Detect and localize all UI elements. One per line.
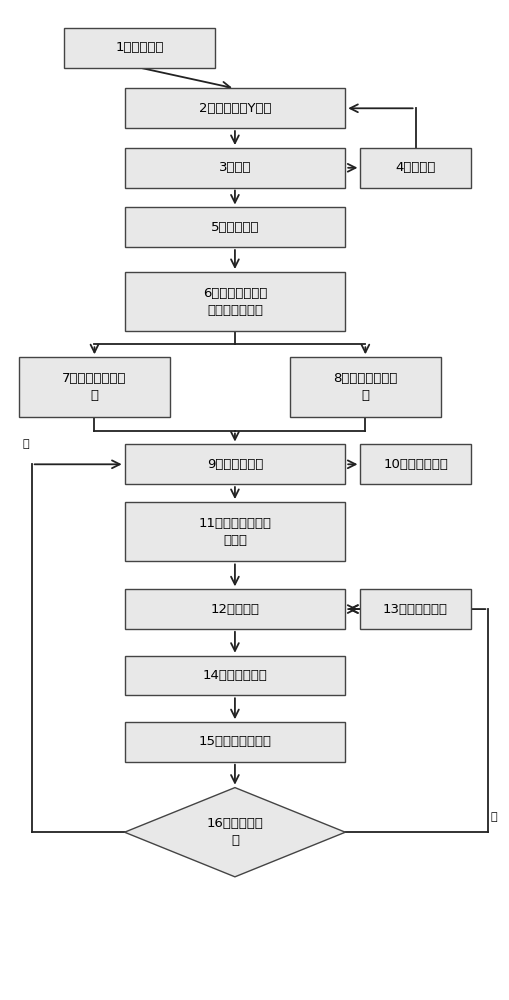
Text: 7自动选取运动目
标: 7自动选取运动目 标 <box>62 372 126 402</box>
Text: 否: 否 <box>490 812 496 822</box>
FancyBboxPatch shape <box>124 444 345 484</box>
Text: 5图像二值化: 5图像二值化 <box>210 221 259 234</box>
Text: 15特写抓拍，录像: 15特写抓拍，录像 <box>198 735 271 748</box>
Text: 是: 是 <box>22 439 29 449</box>
FancyBboxPatch shape <box>19 357 169 417</box>
FancyBboxPatch shape <box>360 148 470 188</box>
Text: 10记录检测轨迹: 10记录检测轨迹 <box>382 458 447 471</box>
Polygon shape <box>124 788 345 877</box>
FancyBboxPatch shape <box>290 357 440 417</box>
Text: 9确定跟踪目标: 9确定跟踪目标 <box>206 458 263 471</box>
FancyBboxPatch shape <box>64 28 214 68</box>
FancyBboxPatch shape <box>124 207 345 247</box>
FancyBboxPatch shape <box>360 444 470 484</box>
FancyBboxPatch shape <box>124 148 345 188</box>
Text: 6形态学处理，获
取运动目标轮廓: 6形态学处理，获 取运动目标轮廓 <box>203 287 267 317</box>
Text: 4更新背景: 4更新背景 <box>394 161 435 174</box>
Text: 3背景减: 3背景减 <box>218 161 251 174</box>
FancyBboxPatch shape <box>124 589 345 629</box>
Text: 1网络视频流: 1网络视频流 <box>115 41 163 54</box>
Text: 2解码，提取Y分量: 2解码，提取Y分量 <box>199 102 271 115</box>
Text: 14指定球机跟踪: 14指定球机跟踪 <box>202 669 267 682</box>
FancyBboxPatch shape <box>124 502 345 561</box>
Text: 16跟踪目标结
束: 16跟踪目标结 束 <box>206 817 263 847</box>
Text: 8手动选取运动目
标: 8手动选取运动目 标 <box>332 372 397 402</box>
Text: 12目标跟踪: 12目标跟踪 <box>210 603 259 616</box>
FancyBboxPatch shape <box>124 88 345 128</box>
FancyBboxPatch shape <box>360 589 470 629</box>
Text: 11选择目标，跟踪
初始化: 11选择目标，跟踪 初始化 <box>198 517 271 547</box>
FancyBboxPatch shape <box>124 722 345 762</box>
Text: 13记录跟踪轨迹: 13记录跟踪轨迹 <box>382 603 447 616</box>
FancyBboxPatch shape <box>124 656 345 695</box>
FancyBboxPatch shape <box>124 272 345 331</box>
